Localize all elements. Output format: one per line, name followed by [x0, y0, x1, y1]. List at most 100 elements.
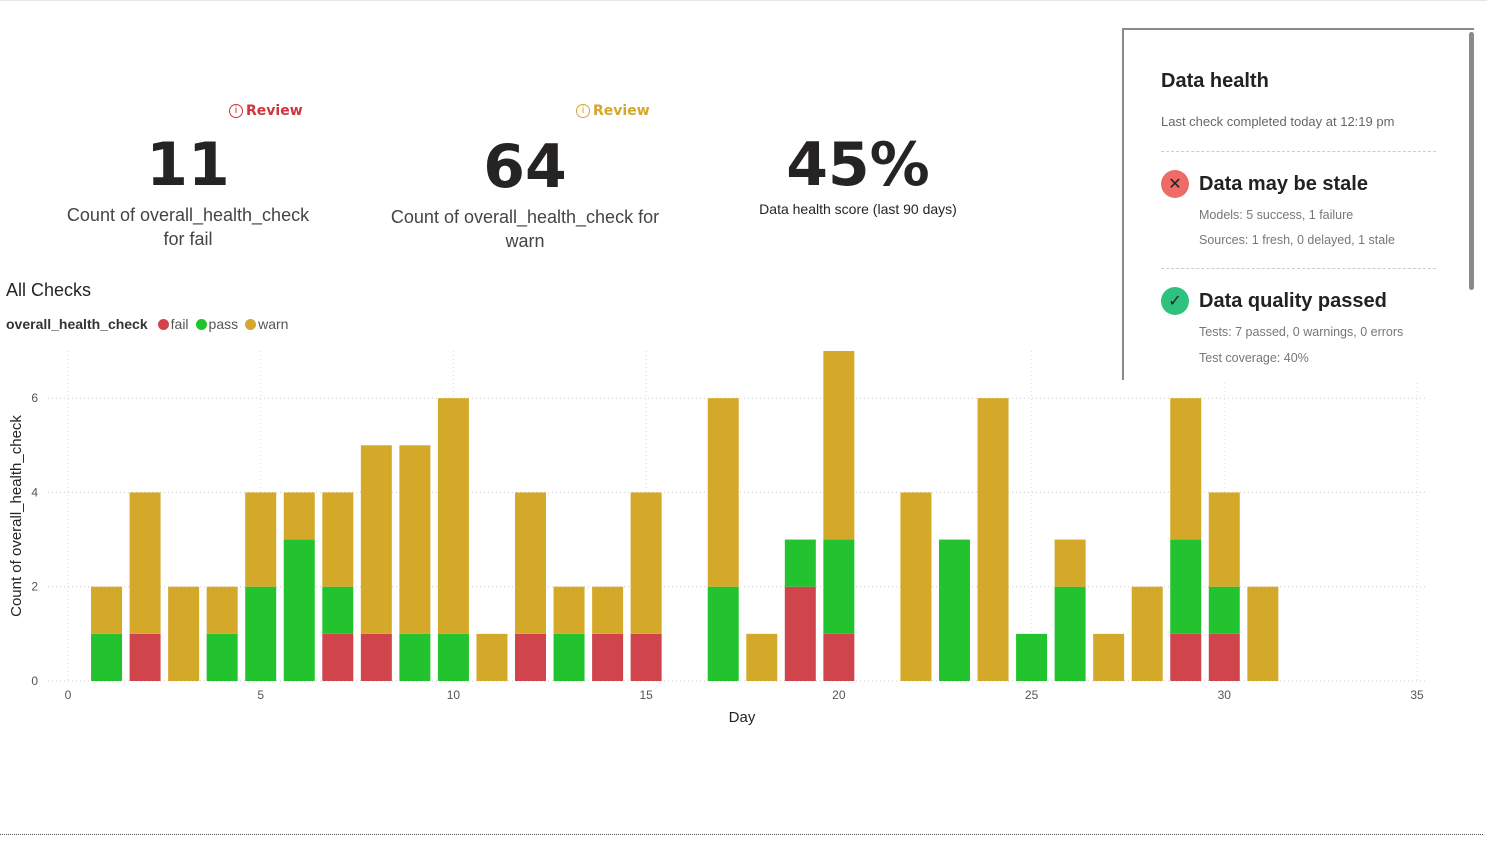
legend-label: warn: [258, 316, 289, 332]
kpi-score-card: 45% Data health score (last 90 days): [708, 135, 1008, 217]
bar-pass-day-6[interactable]: [283, 539, 315, 681]
x-tick-label: 30: [1218, 688, 1232, 702]
bar-warn-day-26[interactable]: [1054, 539, 1086, 587]
bar-fail-day-7[interactable]: [322, 633, 354, 681]
bar-warn-day-15[interactable]: [630, 492, 662, 634]
bar-pass-day-9[interactable]: [399, 633, 431, 681]
status-detail: Test coverage: 40%: [1199, 351, 1309, 365]
bar-warn-day-1[interactable]: [91, 586, 123, 634]
bar-fail-day-14[interactable]: [592, 633, 624, 681]
y-tick-label: 0: [31, 674, 38, 688]
x-tick-label: 35: [1410, 688, 1424, 702]
bar-warn-day-9[interactable]: [399, 445, 431, 634]
legend-item-warn[interactable]: warn: [245, 316, 288, 332]
legend-dot: [157, 318, 169, 330]
check-circle-icon: ✓: [1161, 287, 1189, 315]
quality-status: ✓ Data quality passed: [1161, 287, 1387, 315]
bar-warn-day-27[interactable]: [1093, 633, 1125, 681]
legend-title: overall_health_check: [6, 316, 148, 332]
panel-subtitle: Last check completed today at 12:19 pm: [1161, 114, 1395, 129]
bar-warn-day-13[interactable]: [553, 586, 585, 634]
legend-label: fail: [170, 316, 189, 332]
bar-pass-day-20[interactable]: [823, 539, 855, 634]
y-tick-label: 2: [31, 580, 38, 594]
bar-warn-day-2[interactable]: [129, 492, 161, 634]
chart-legend: overall_health_check fail pass warn: [6, 316, 291, 332]
x-tick-label: 20: [832, 688, 846, 702]
bar-fail-day-19[interactable]: [784, 586, 816, 681]
bar-warn-day-30[interactable]: [1208, 492, 1240, 587]
info-icon: i: [576, 104, 590, 118]
kpi-caption: Count of overall_health_check for warn: [390, 207, 660, 251]
bar-warn-day-17[interactable]: [707, 398, 739, 587]
x-axis-label: Day: [729, 709, 756, 726]
kpi-value: 11: [146, 130, 230, 200]
legend-item-pass[interactable]: pass: [195, 316, 239, 332]
bar-fail-day-20[interactable]: [823, 633, 855, 681]
bar-warn-day-31[interactable]: [1247, 586, 1279, 681]
kpi-value: 45%: [786, 130, 930, 200]
bar-warn-day-10[interactable]: [437, 398, 469, 634]
legend-item-fail[interactable]: fail: [157, 316, 189, 332]
legend-dot: [245, 318, 257, 330]
bar-warn-day-22[interactable]: [900, 492, 932, 681]
bar-pass-day-7[interactable]: [322, 586, 354, 634]
kpi-caption: Count of overall_health_check for fail: [66, 205, 310, 249]
review-label: Review: [246, 103, 303, 119]
bar-warn-day-12[interactable]: [515, 492, 547, 634]
bar-fail-day-15[interactable]: [630, 633, 662, 681]
divider: [1161, 268, 1436, 269]
bar-warn-day-3[interactable]: [168, 586, 200, 681]
bar-pass-day-5[interactable]: [245, 586, 277, 681]
page-bottom-border: [0, 834, 1483, 835]
bar-warn-day-28[interactable]: [1131, 586, 1163, 681]
x-tick-label: 25: [1025, 688, 1039, 702]
kpi-warn-card: 64 Count of overall_health_check for war…: [375, 137, 675, 253]
bar-pass-day-17[interactable]: [707, 586, 739, 681]
bar-pass-day-23[interactable]: [938, 539, 970, 681]
panel-title: Data health: [1161, 70, 1269, 92]
bar-pass-day-25[interactable]: [1016, 633, 1048, 681]
y-axis-label: Count of overall_health_check: [8, 415, 25, 617]
bar-pass-day-13[interactable]: [553, 633, 585, 681]
bar-pass-day-29[interactable]: [1170, 539, 1202, 634]
bar-warn-day-20[interactable]: [823, 351, 855, 540]
bar-warn-day-8[interactable]: [360, 445, 392, 634]
kpi-fail-card: 11 Count of overall_health_check for fai…: [40, 135, 336, 251]
x-tick-label: 0: [65, 688, 72, 702]
bar-warn-day-7[interactable]: [322, 492, 354, 587]
bar-warn-day-5[interactable]: [245, 492, 277, 587]
data-health-panel: Data health Last check completed today a…: [1122, 28, 1474, 380]
status-title: Data quality passed: [1199, 289, 1387, 312]
bar-pass-day-19[interactable]: [784, 539, 816, 587]
bar-warn-day-11[interactable]: [476, 633, 508, 681]
bar-warn-day-6[interactable]: [283, 492, 315, 540]
bar-warn-day-18[interactable]: [746, 633, 778, 681]
bar-fail-day-2[interactable]: [129, 633, 161, 681]
info-icon: i: [229, 104, 243, 118]
bar-fail-day-8[interactable]: [360, 633, 392, 681]
bar-fail-day-12[interactable]: [515, 633, 547, 681]
kpi-caption: Data health score (last 90 days): [759, 201, 957, 217]
bar-warn-day-4[interactable]: [206, 586, 238, 634]
fail-review-link[interactable]: i Review: [229, 103, 303, 119]
review-label: Review: [593, 103, 650, 119]
status-detail: Models: 5 success, 1 failure: [1199, 208, 1354, 222]
x-tick-label: 15: [639, 688, 653, 702]
bar-pass-day-30[interactable]: [1208, 586, 1240, 634]
bar-fail-day-30[interactable]: [1208, 633, 1240, 681]
bar-warn-day-29[interactable]: [1170, 398, 1202, 540]
bar-pass-day-4[interactable]: [206, 633, 238, 681]
status-detail: Sources: 1 fresh, 0 delayed, 1 stale: [1199, 233, 1395, 247]
bar-warn-day-24[interactable]: [977, 398, 1009, 681]
status-detail: Tests: 7 passed, 0 warnings, 0 errors: [1199, 325, 1404, 339]
bar-pass-day-1[interactable]: [91, 633, 123, 681]
legend-label: pass: [208, 316, 239, 332]
bar-pass-day-26[interactable]: [1054, 586, 1086, 681]
warn-review-link[interactable]: i Review: [576, 103, 650, 119]
bar-fail-day-29[interactable]: [1170, 633, 1202, 681]
bar-warn-day-14[interactable]: [592, 586, 624, 634]
x-circle-icon: ✕: [1161, 170, 1189, 198]
panel-scrollbar[interactable]: [1469, 32, 1474, 290]
bar-pass-day-10[interactable]: [437, 633, 469, 681]
